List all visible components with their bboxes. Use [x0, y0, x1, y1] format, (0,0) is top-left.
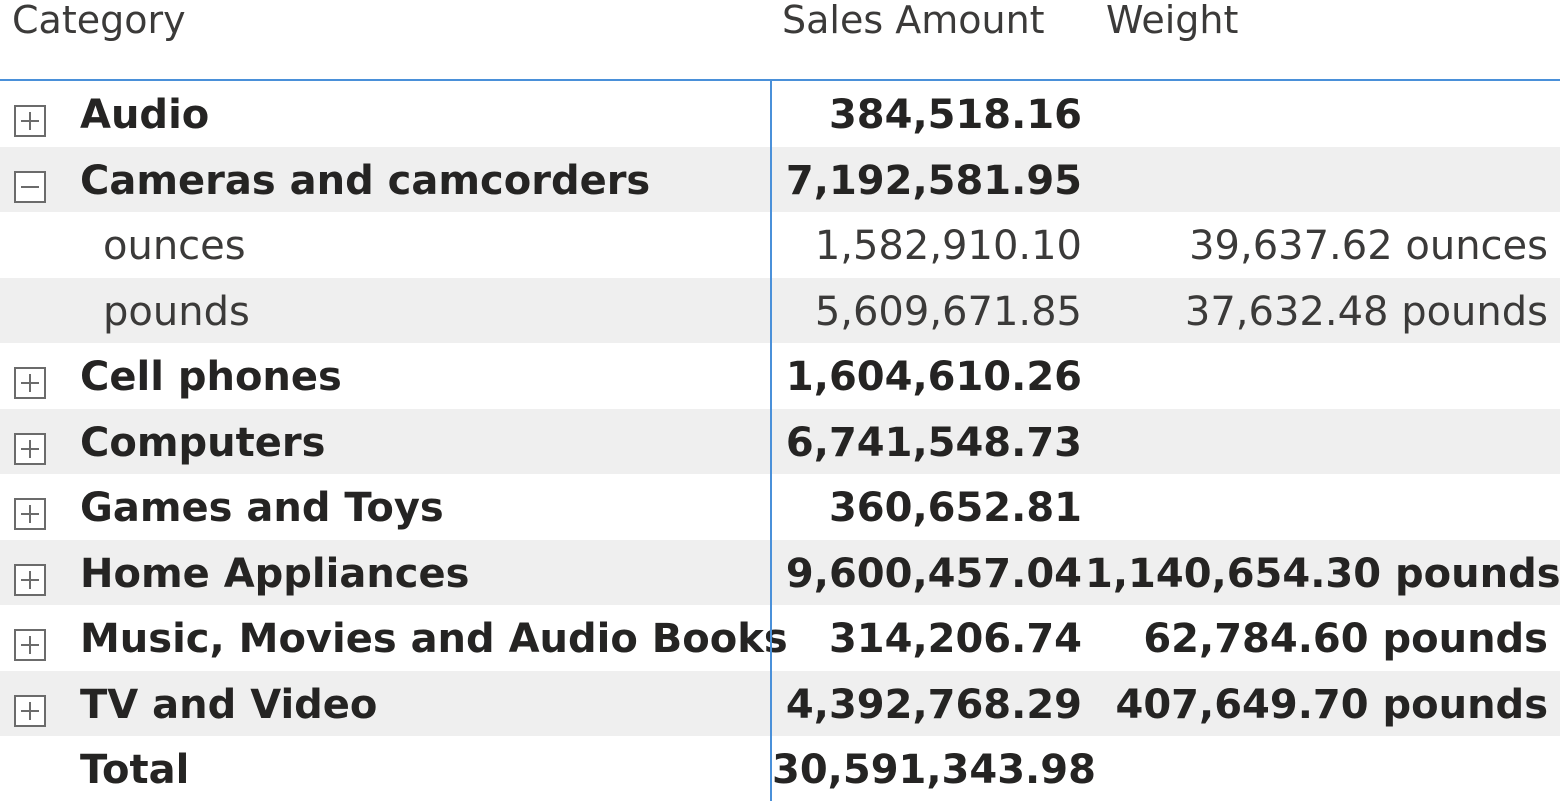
row-weight: 407,649.70 pounds: [1115, 681, 1548, 728]
row-category: Audio: [80, 92, 210, 138]
row-weight: [1085, 409, 1548, 474]
row-weight: [1085, 343, 1548, 408]
table-row-computers: Computers 6,741,548.73: [0, 408, 1560, 474]
column-header-row: Category Sales Amount Weight: [0, 0, 1560, 81]
header-sales-amount[interactable]: Sales Amount: [782, 0, 1045, 42]
collapse-icon[interactable]: [14, 170, 46, 203]
row-sales-amount: 6,741,548.73: [785, 419, 1082, 466]
row-sales-amount: 4,392,768.29: [785, 681, 1082, 728]
row-weight: [1085, 81, 1548, 146]
row-category: Cell phones: [80, 354, 342, 400]
row-weight: 39,637.62 ounces: [1189, 223, 1548, 269]
row-weight: 1,140,654.30 pounds: [1085, 550, 1560, 597]
row-category: Music, Movies and Audio Books: [80, 616, 788, 662]
row-category: Cameras and camcorders: [80, 157, 651, 204]
row-sales-amount: 1,582,910.10: [814, 223, 1082, 269]
row-subcategory: ounces: [103, 223, 246, 269]
table-row-tv-and-video: TV and Video 4,392,768.29 407,649.70 pou…: [0, 670, 1560, 736]
row-weight: 62,784.60 pounds: [1143, 616, 1548, 662]
expand-icon[interactable]: [14, 432, 46, 465]
row-weight: 37,632.48 pounds: [1184, 288, 1548, 335]
row-sales-amount: 7,192,581.95: [785, 157, 1082, 204]
expand-icon[interactable]: [14, 694, 46, 727]
table-row-music-movies: Music, Movies and Audio Books 314,206.74…: [0, 605, 1560, 671]
row-sales-amount: 384,518.16: [828, 92, 1082, 138]
row-sales-amount: 9,600,457.04: [785, 550, 1082, 597]
table-row-games-and-toys: Games and Toys 360,652.81: [0, 474, 1560, 540]
matrix-body: Audio 384,518.16 Cameras and camcorders …: [0, 81, 1560, 801]
total-weight: [1085, 736, 1548, 801]
row-category: Computers: [80, 419, 326, 466]
row-sales-amount: 5,609,671.85: [814, 288, 1082, 335]
row-sales-amount: 314,206.74: [828, 616, 1082, 662]
expand-icon[interactable]: [14, 367, 46, 399]
expand-icon[interactable]: [14, 629, 46, 661]
expand-icon[interactable]: [14, 563, 46, 596]
row-sales-amount: 360,652.81: [828, 485, 1082, 531]
table-row-ounces: ounces 1,582,910.10 39,637.62 ounces: [0, 212, 1560, 278]
row-header-divider: [770, 79, 772, 801]
total-label: Total: [80, 747, 190, 793]
row-weight: [1085, 474, 1548, 539]
table-row-audio: Audio 384,518.16: [0, 81, 1560, 147]
total-sales-amount: 30,591,343.98: [772, 747, 1096, 793]
expand-icon[interactable]: [14, 105, 46, 137]
expand-icon[interactable]: [14, 498, 46, 530]
table-row-total: Total 30,591,343.98: [0, 736, 1560, 801]
row-category: Home Appliances: [80, 550, 470, 597]
row-sales-amount: 1,604,610.26: [785, 354, 1082, 400]
table-row-pounds: pounds 5,609,671.85 37,632.48 pounds: [0, 277, 1560, 343]
table-row-cell-phones: Cell phones 1,604,610.26: [0, 343, 1560, 409]
row-weight: [1085, 147, 1548, 212]
table-row-cameras: Cameras and camcorders 7,192,581.95: [0, 146, 1560, 212]
row-subcategory: pounds: [103, 288, 250, 335]
table-row-home-appliances: Home Appliances 9,600,457.04 1,140,654.3…: [0, 539, 1560, 605]
header-category[interactable]: Category: [12, 0, 186, 42]
row-category: Games and Toys: [80, 485, 444, 531]
header-weight[interactable]: Weight: [1106, 0, 1239, 42]
row-category: TV and Video: [80, 681, 378, 728]
